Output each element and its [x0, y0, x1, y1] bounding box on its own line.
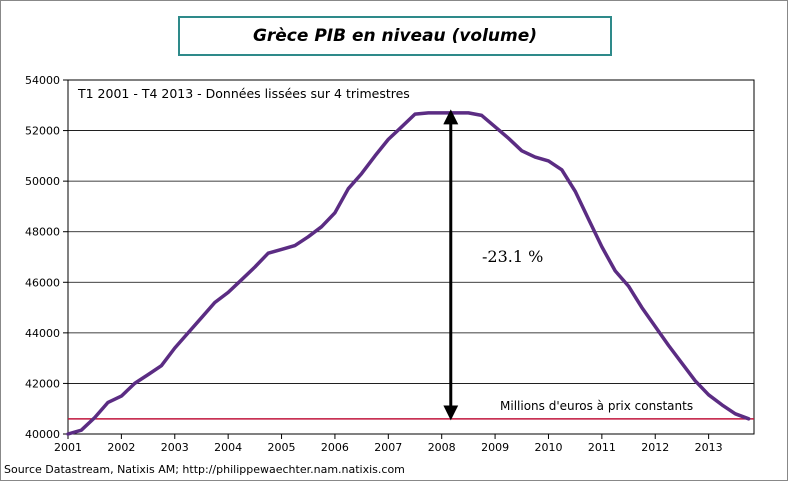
x-axis: 2001 2002 2003 2004 2005 2006 2007 2008 2009 2010…	[54, 434, 723, 454]
chart-subtitle: T1 2001 - T4 2013 - Données lissées sur …	[77, 86, 410, 101]
y-tick-label: 48000	[25, 226, 60, 239]
x-tick-label: 2010	[534, 441, 562, 454]
x-tick-label: 2003	[161, 441, 189, 454]
y-tick-label: 40000	[25, 428, 60, 441]
x-tick-label: 2013	[695, 441, 723, 454]
x-tick-label: 2007	[374, 441, 402, 454]
x-tick-label: 2004	[214, 441, 242, 454]
x-tick-label: 2002	[107, 441, 135, 454]
grid-lines	[68, 130, 754, 384]
series-line-gdp	[66, 111, 751, 436]
y-tick-label: 50000	[25, 175, 60, 188]
x-tick-label: 2008	[428, 441, 456, 454]
plot-area	[67, 79, 755, 435]
x-tick-label: 2011	[588, 441, 616, 454]
unit-note: Millions d'euros à prix constants	[500, 399, 693, 413]
y-axis: 40000 42000 44000 46000 48000 50000 52000 54000	[25, 74, 68, 441]
x-tick-label: 2012	[641, 441, 669, 454]
y-tick-label: 42000	[25, 377, 60, 390]
source-note: Source Datastream, Natixis AM; http://ph…	[4, 463, 405, 476]
y-tick-label: 46000	[25, 276, 60, 289]
chart-title: Grèce PIB en niveau (volume)	[178, 16, 612, 56]
x-tick-label: 2006	[321, 441, 349, 454]
drop-label: -23.1 %	[482, 247, 543, 266]
y-tick-label: 44000	[25, 327, 60, 340]
x-tick-label: 2009	[481, 441, 509, 454]
y-tick-label: 52000	[25, 125, 60, 138]
y-tick-label: 54000	[25, 74, 60, 87]
x-tick-label: 2005	[268, 441, 296, 454]
x-tick-label: 2001	[54, 441, 82, 454]
